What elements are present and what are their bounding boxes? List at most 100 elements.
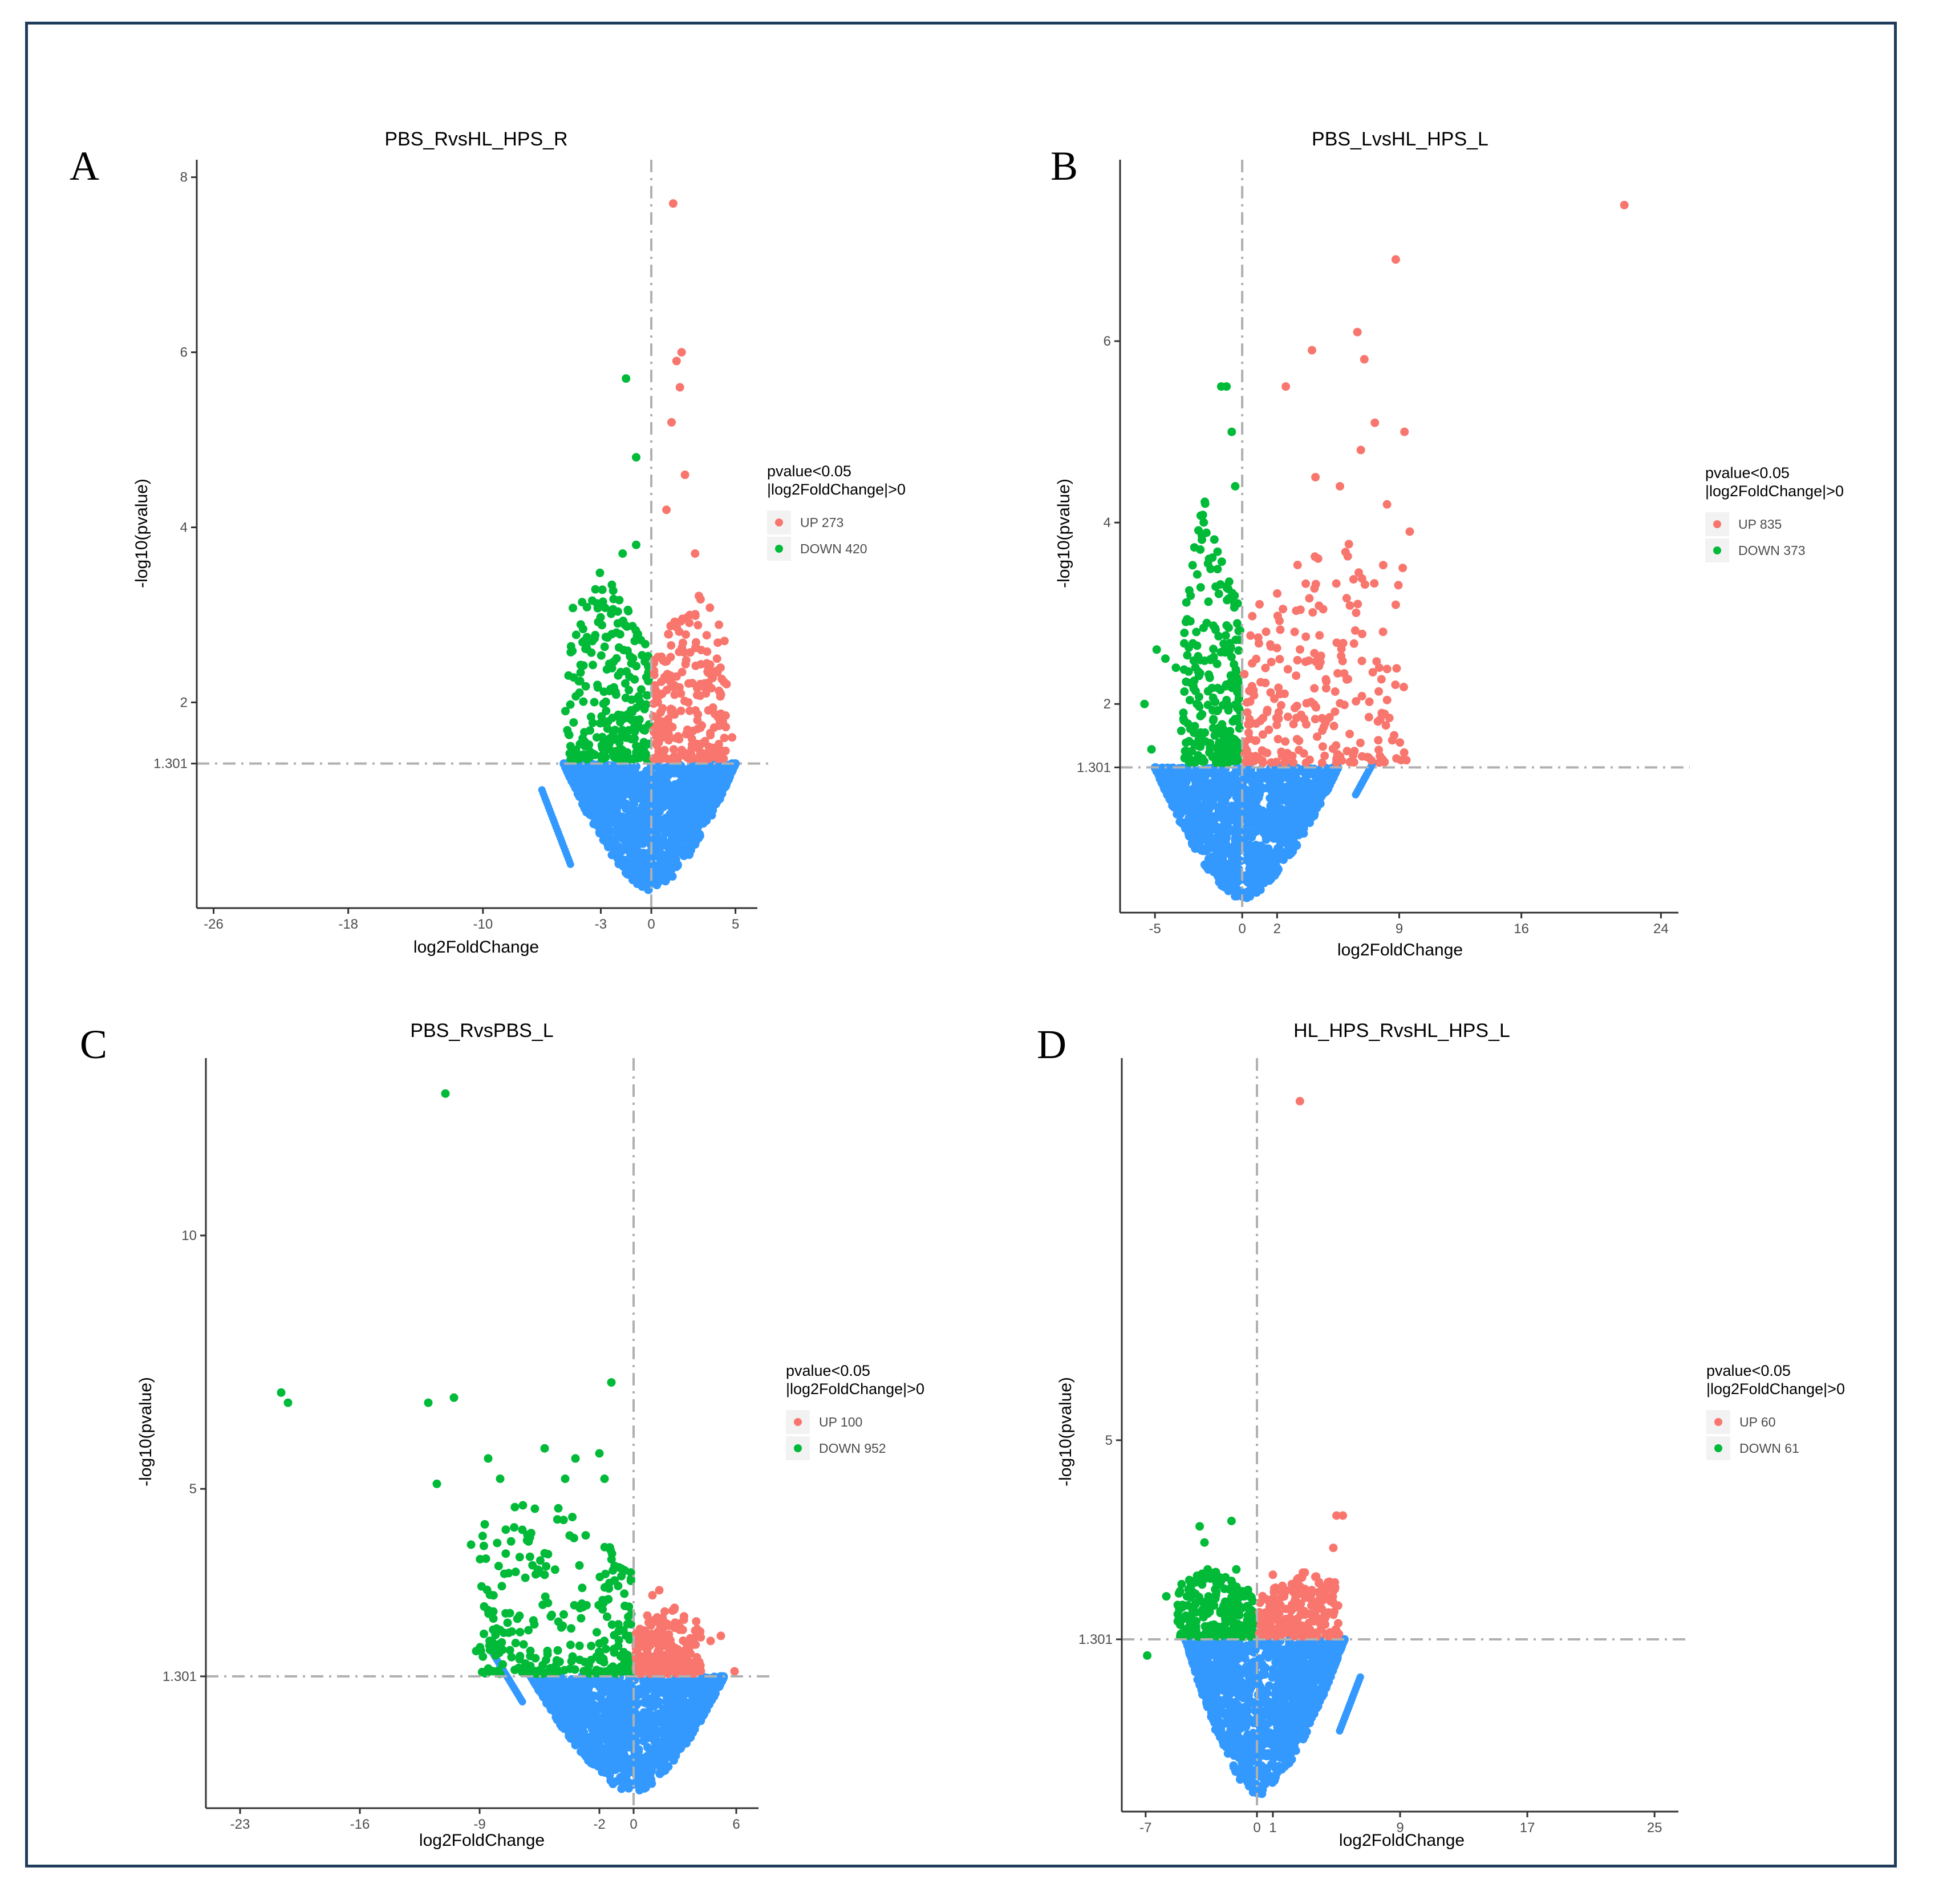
down-point (1214, 631, 1223, 641)
down-point (1217, 557, 1226, 566)
up-point (1310, 649, 1319, 658)
up-point (1342, 594, 1351, 603)
down-point (1202, 528, 1211, 537)
up-point (1258, 756, 1267, 765)
down-point (1231, 635, 1240, 645)
up-point (711, 752, 720, 761)
ns-point (1320, 780, 1329, 789)
down-point (1230, 591, 1239, 600)
ns-point (671, 788, 680, 797)
down-point (1211, 582, 1220, 591)
down-point (1216, 382, 1226, 391)
up-point (1353, 327, 1362, 337)
down-point (614, 710, 623, 719)
up-point (1391, 680, 1400, 689)
down-point (641, 639, 650, 649)
down-point (640, 750, 649, 759)
ns-point (1194, 842, 1203, 851)
up-point (1304, 656, 1313, 665)
ns-point (1254, 845, 1263, 854)
down-point (624, 607, 633, 615)
x-tick-label: 0 (1238, 921, 1246, 937)
legend-title-line2: |log2FoldChange|>0 (767, 481, 906, 498)
down-point (579, 697, 588, 706)
down-point (1200, 499, 1210, 508)
ns-point (1265, 809, 1275, 818)
x-tick-label: 9 (1396, 921, 1403, 937)
up-point (1249, 686, 1258, 695)
ns-points (538, 759, 740, 894)
legend-down-label: DOWN 373 (1738, 543, 1806, 558)
x-tick-label: -3 (595, 917, 607, 932)
ns-point (591, 819, 600, 828)
down-point (1161, 654, 1170, 663)
down-point (1234, 678, 1243, 687)
ns-point (1259, 773, 1268, 783)
ns-point (676, 836, 686, 845)
up-point (661, 727, 670, 736)
up-point (1280, 758, 1289, 767)
ns-point (1221, 838, 1230, 848)
up-point (1382, 500, 1392, 509)
down-point (591, 585, 600, 594)
up-point (1273, 589, 1281, 598)
ns-point (1270, 827, 1279, 836)
ns-point (654, 786, 663, 795)
ns-point (579, 772, 588, 781)
down-point (608, 735, 617, 744)
up-point (1338, 639, 1348, 647)
up-points (1240, 201, 1629, 767)
ns-point (589, 808, 598, 817)
down-point (1189, 681, 1198, 690)
up-point (1400, 748, 1409, 757)
ns-point (1283, 782, 1292, 791)
plot-title: PBS_RvsHL_HPS_R (384, 128, 567, 150)
down-point (1180, 687, 1189, 696)
down-point (606, 684, 615, 694)
up-point (1301, 632, 1311, 641)
ns-point (620, 860, 630, 869)
ns-point (1185, 788, 1194, 797)
ns-point (1220, 858, 1229, 868)
up-point (1291, 703, 1299, 712)
ns-point (646, 875, 655, 884)
up-point (697, 646, 706, 655)
up-point (1300, 714, 1309, 723)
ns-point (704, 783, 713, 792)
ns-point (1275, 834, 1284, 844)
y-tick-label: 2 (1104, 696, 1111, 712)
ns-point (594, 802, 603, 811)
ns-point (1166, 772, 1175, 781)
legend-down-label: DOWN 420 (800, 541, 867, 556)
up-point (704, 706, 713, 715)
ns-point (1158, 776, 1167, 785)
up-point (720, 734, 729, 743)
ns-point (1303, 816, 1312, 825)
y-axis-title: -log10(pvalue) (132, 479, 151, 588)
up-point (1258, 730, 1267, 739)
ns-point (1297, 777, 1307, 786)
down-point (625, 672, 634, 681)
up-point (1308, 608, 1317, 617)
up-point (1313, 732, 1321, 741)
ns-point (652, 870, 661, 879)
ns-point (656, 824, 666, 833)
ns-point (611, 827, 620, 836)
up-point (685, 618, 694, 627)
ns-point (684, 842, 692, 852)
down-point (1140, 699, 1149, 708)
panel-letter: C (80, 1022, 107, 1067)
down-point (1215, 723, 1223, 732)
down-point (598, 585, 607, 594)
up-point (1349, 639, 1358, 648)
down-point (1206, 739, 1215, 748)
volcano-panel-a: A PBS_RvsHL_HPS_R -26 -18 -10 -3 0 51.3012468… (70, 128, 906, 957)
ns-point (1175, 817, 1185, 826)
ns-point (638, 802, 647, 811)
down-point (1219, 639, 1228, 648)
legend-up-key (775, 518, 783, 526)
up-point (1378, 627, 1388, 637)
ns-point (1234, 823, 1243, 832)
up-point (1279, 605, 1288, 614)
